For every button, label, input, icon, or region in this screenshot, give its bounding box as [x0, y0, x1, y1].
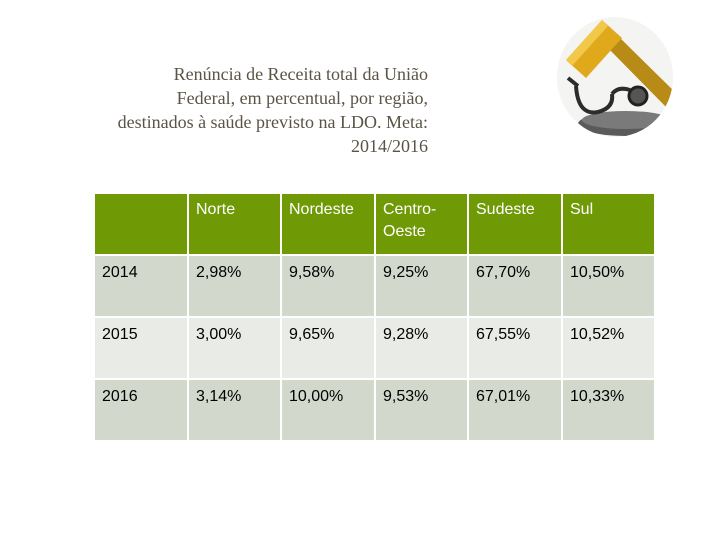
header-corner	[93, 192, 189, 256]
cell-sudeste: 67,01%	[467, 378, 563, 442]
cell-norte: 3,14%	[187, 378, 282, 442]
cell-nordeste: 9,65%	[280, 316, 376, 380]
title-line-4: 2014/2016	[350, 136, 428, 156]
cell-year: 2015	[93, 316, 189, 380]
header-nordeste: Nordeste	[280, 192, 376, 256]
header-sudeste: Sudeste	[467, 192, 563, 256]
region-table: Norte Nordeste Centro- Oeste Sudeste Sul …	[93, 192, 656, 442]
cell-norte: 2,98%	[187, 254, 282, 318]
table-header-row: Norte Nordeste Centro- Oeste Sudeste Sul	[93, 192, 656, 256]
table-row: 2014 2,98% 9,58% 9,25% 67,70% 10,50%	[93, 254, 656, 318]
cell-centro-oeste: 9,53%	[374, 378, 469, 442]
cell-centro-oeste: 9,28%	[374, 316, 469, 380]
cell-year: 2016	[93, 378, 189, 442]
cell-sul: 10,33%	[561, 378, 656, 442]
title-line-3: destinados à saúde previsto na LDO. Meta…	[117, 112, 428, 132]
header-centro-line-1: Centro-	[383, 201, 437, 218]
cell-sudeste: 67,70%	[467, 254, 563, 318]
header-centro-line-2: Oeste	[383, 223, 426, 240]
page-title: Renúncia de Receita total da União Feder…	[40, 62, 428, 158]
table-row: 2015 3,00% 9,65% 9,28% 67,55% 10,52%	[93, 316, 656, 380]
header-sul: Sul	[561, 192, 656, 256]
title-line-2: Federal, em percentual, por região,	[176, 88, 428, 108]
cell-sudeste: 67,55%	[467, 316, 563, 380]
cell-norte: 3,00%	[187, 316, 282, 380]
cell-nordeste: 9,58%	[280, 254, 376, 318]
cell-nordeste: 10,00%	[280, 378, 376, 442]
table-row: 2016 3,14% 10,00% 9,53% 67,01% 10,33%	[93, 378, 656, 442]
gavel-stethoscope-icon	[557, 17, 673, 137]
cell-centro-oeste: 9,25%	[374, 254, 469, 318]
header-norte: Norte	[187, 192, 282, 256]
cell-sul: 10,52%	[561, 316, 656, 380]
cell-year: 2014	[93, 254, 189, 318]
title-line-1: Renúncia de Receita total da União	[173, 64, 428, 84]
header-centro-oeste: Centro- Oeste	[374, 192, 469, 256]
cell-sul: 10,50%	[561, 254, 656, 318]
